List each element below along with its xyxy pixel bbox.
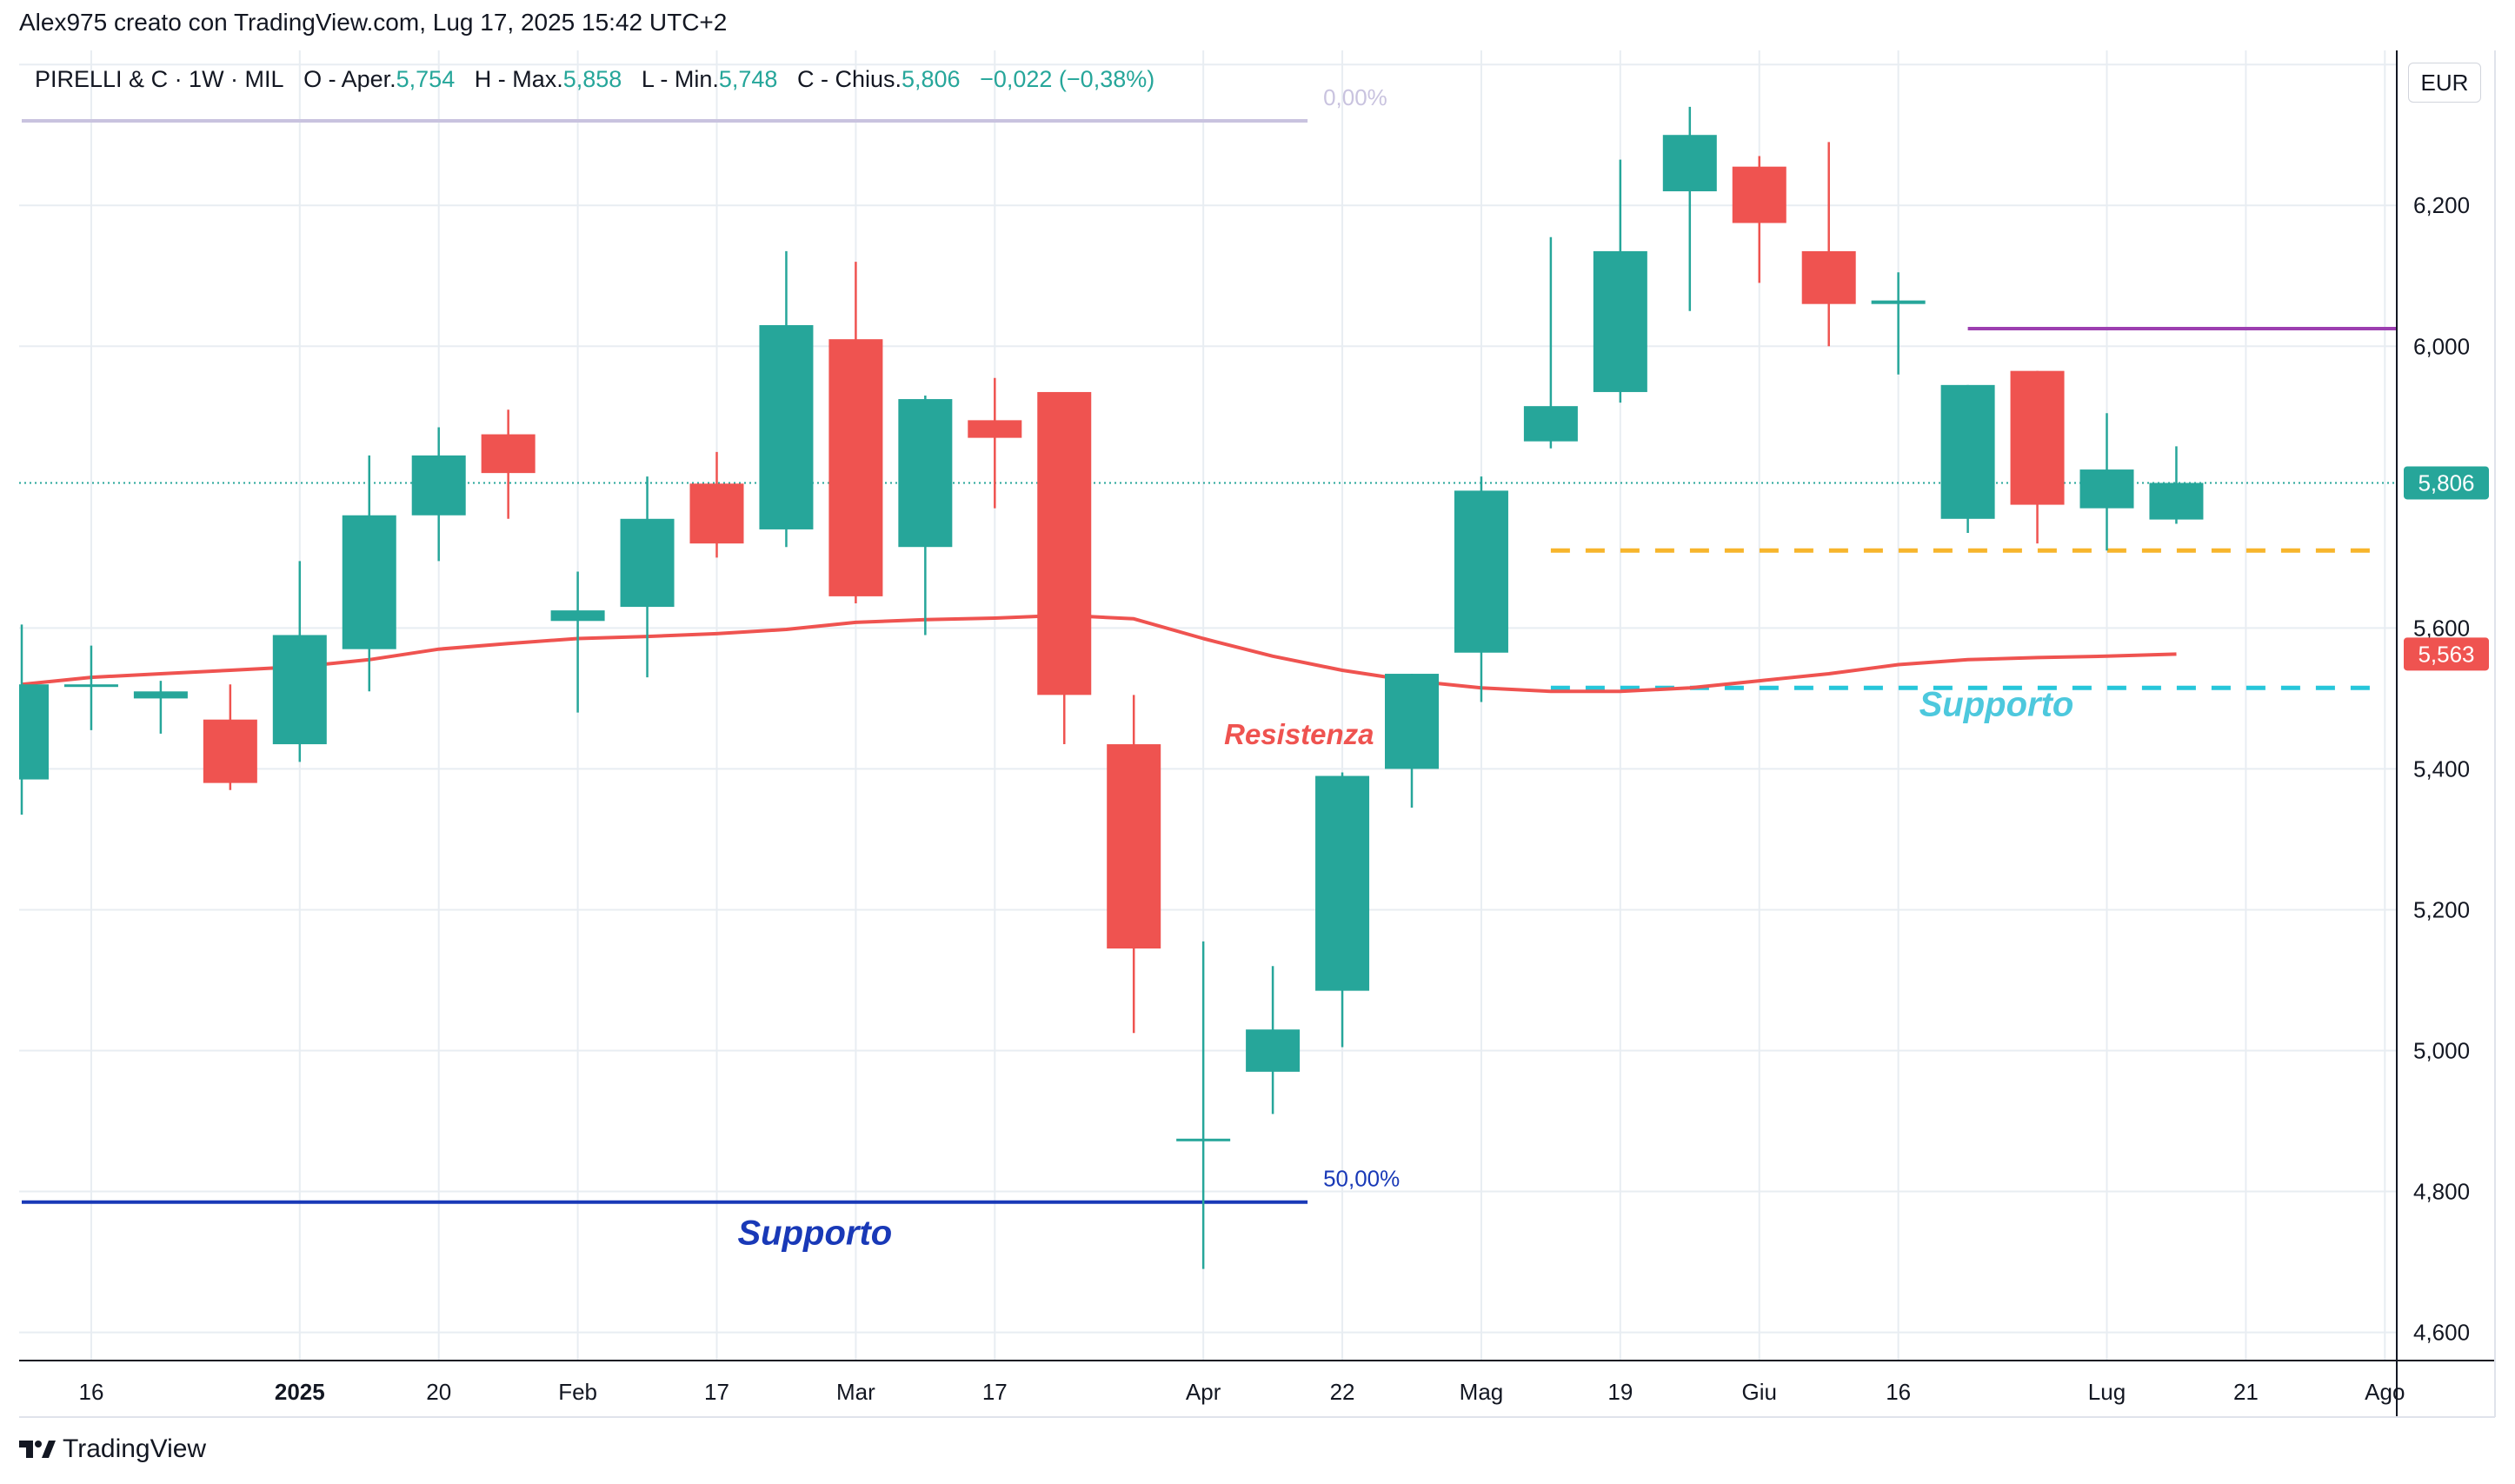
chart-credit: Alex975 creato con TradingView.com, Lug … [19, 9, 728, 36]
y-tick-label: 4,800 [2413, 1179, 2470, 1205]
low-value: 5,748 [718, 66, 778, 92]
candle-body[interactable] [1940, 384, 1995, 519]
candle-body[interactable] [620, 518, 675, 608]
candle-body[interactable] [2079, 469, 2134, 509]
tradingview-logo-icon [19, 1441, 56, 1458]
fib-0-label: 0,00% [1323, 84, 1387, 110]
candle-body[interactable] [203, 719, 257, 783]
candle-body[interactable] [1871, 300, 1926, 304]
ohlc-legend: PIRELLI & C · 1W · MIL O - Aper.5,754 H … [35, 66, 1154, 93]
plot-area[interactable]: 0,00% 50,00% Resistenza Supporto Supporto [0, 84, 2397, 1269]
moving-average-line[interactable] [21, 613, 2177, 694]
candle-body[interactable] [481, 434, 536, 474]
x-tick-label: Lug [2088, 1379, 2126, 1405]
y-tick-label: 5,400 [2413, 755, 2470, 782]
y-tick-label: 5,200 [2413, 896, 2470, 922]
candle-body[interactable] [550, 610, 605, 622]
candle-body[interactable] [1246, 1029, 1301, 1072]
open-value: 5,754 [396, 66, 456, 92]
last-price-badge[interactable]: 5,806 [2418, 469, 2474, 496]
symbol-label[interactable]: PIRELLI & C · 1W · MIL [35, 66, 284, 92]
high-value: 5,858 [562, 66, 622, 92]
change-value: −0,022 (−0,38%) [980, 66, 1155, 92]
x-tick-label: Mag [1460, 1379, 1504, 1405]
candle-body[interactable] [342, 515, 396, 649]
fib-50-label: 50,00% [1323, 1166, 1400, 1192]
x-tick-label: Mar [836, 1379, 875, 1405]
y-tick-label: 5,000 [2413, 1038, 2470, 1064]
x-tick-label: 17 [704, 1379, 729, 1405]
currency-button[interactable]: EUR [2408, 63, 2481, 103]
x-tick-label: Feb [558, 1379, 597, 1405]
candle-body[interactable] [272, 635, 327, 745]
candle-body[interactable] [2149, 482, 2204, 520]
candle-body[interactable] [133, 691, 188, 699]
candle-body[interactable] [1662, 135, 1717, 192]
candle-body[interactable] [1523, 406, 1578, 442]
x-tick-label: 16 [1886, 1379, 1911, 1405]
candle-body[interactable] [968, 420, 1022, 438]
candle-body[interactable] [1315, 775, 1370, 991]
close-value: 5,806 [901, 66, 961, 92]
y-tick-label: 4,600 [2413, 1320, 2470, 1346]
low-label: L - Min. [641, 66, 719, 92]
y-tick-label: 6,000 [2413, 333, 2470, 359]
x-tick-label: 2025 [275, 1379, 325, 1405]
candle-body[interactable] [1107, 744, 1161, 949]
x-tick-label: 22 [1330, 1379, 1355, 1405]
candle-body[interactable] [63, 684, 118, 688]
candle-body[interactable] [1176, 1138, 1231, 1141]
candle-body[interactable] [759, 324, 814, 529]
candle-body[interactable] [1593, 250, 1647, 392]
candle-body[interactable] [0, 684, 49, 780]
candle-body[interactable] [898, 399, 953, 548]
y-tick-label: 5,600 [2413, 615, 2470, 641]
tradingview-brand[interactable]: TradingView [19, 1434, 206, 1464]
candle-body[interactable] [1732, 166, 1786, 223]
x-tick-label: Apr [1186, 1379, 1221, 1405]
x-tick-label: 17 [982, 1379, 1008, 1405]
x-tick-label: 19 [1607, 1379, 1633, 1405]
brand-label: TradingView [63, 1434, 207, 1463]
ma-value-badge-bg [2404, 637, 2489, 671]
candle-body[interactable] [2010, 370, 2065, 505]
high-label: H - Max. [474, 66, 563, 92]
x-tick-label: 16 [78, 1379, 103, 1405]
candle-body[interactable] [411, 455, 466, 516]
annotation-resistenza[interactable]: Resistenza [1224, 718, 1374, 750]
close-label: C - Chius. [796, 66, 902, 92]
x-tick-label: 21 [2233, 1379, 2259, 1405]
candle-body[interactable] [828, 339, 883, 596]
candle-body[interactable] [1037, 391, 1092, 695]
x-tick-label: Ago [2365, 1379, 2405, 1405]
y-tick-label: 6,200 [2413, 192, 2470, 218]
x-tick-label: 20 [426, 1379, 451, 1405]
x-tick-label: Giu [1742, 1379, 1777, 1405]
candle-body[interactable] [689, 483, 744, 544]
annotation-supporto[interactable]: Supporto [1920, 686, 2074, 724]
open-label: O - Aper. [303, 66, 396, 92]
annotation-supporto[interactable]: Supporto [737, 1214, 892, 1252]
last-price-badge-bg [2404, 466, 2489, 500]
ma-value-badge[interactable]: 5,563 [2418, 641, 2474, 667]
candle-body[interactable] [1454, 490, 1508, 653]
candle-body[interactable] [1801, 250, 1856, 304]
candle-body[interactable] [1385, 674, 1439, 769]
